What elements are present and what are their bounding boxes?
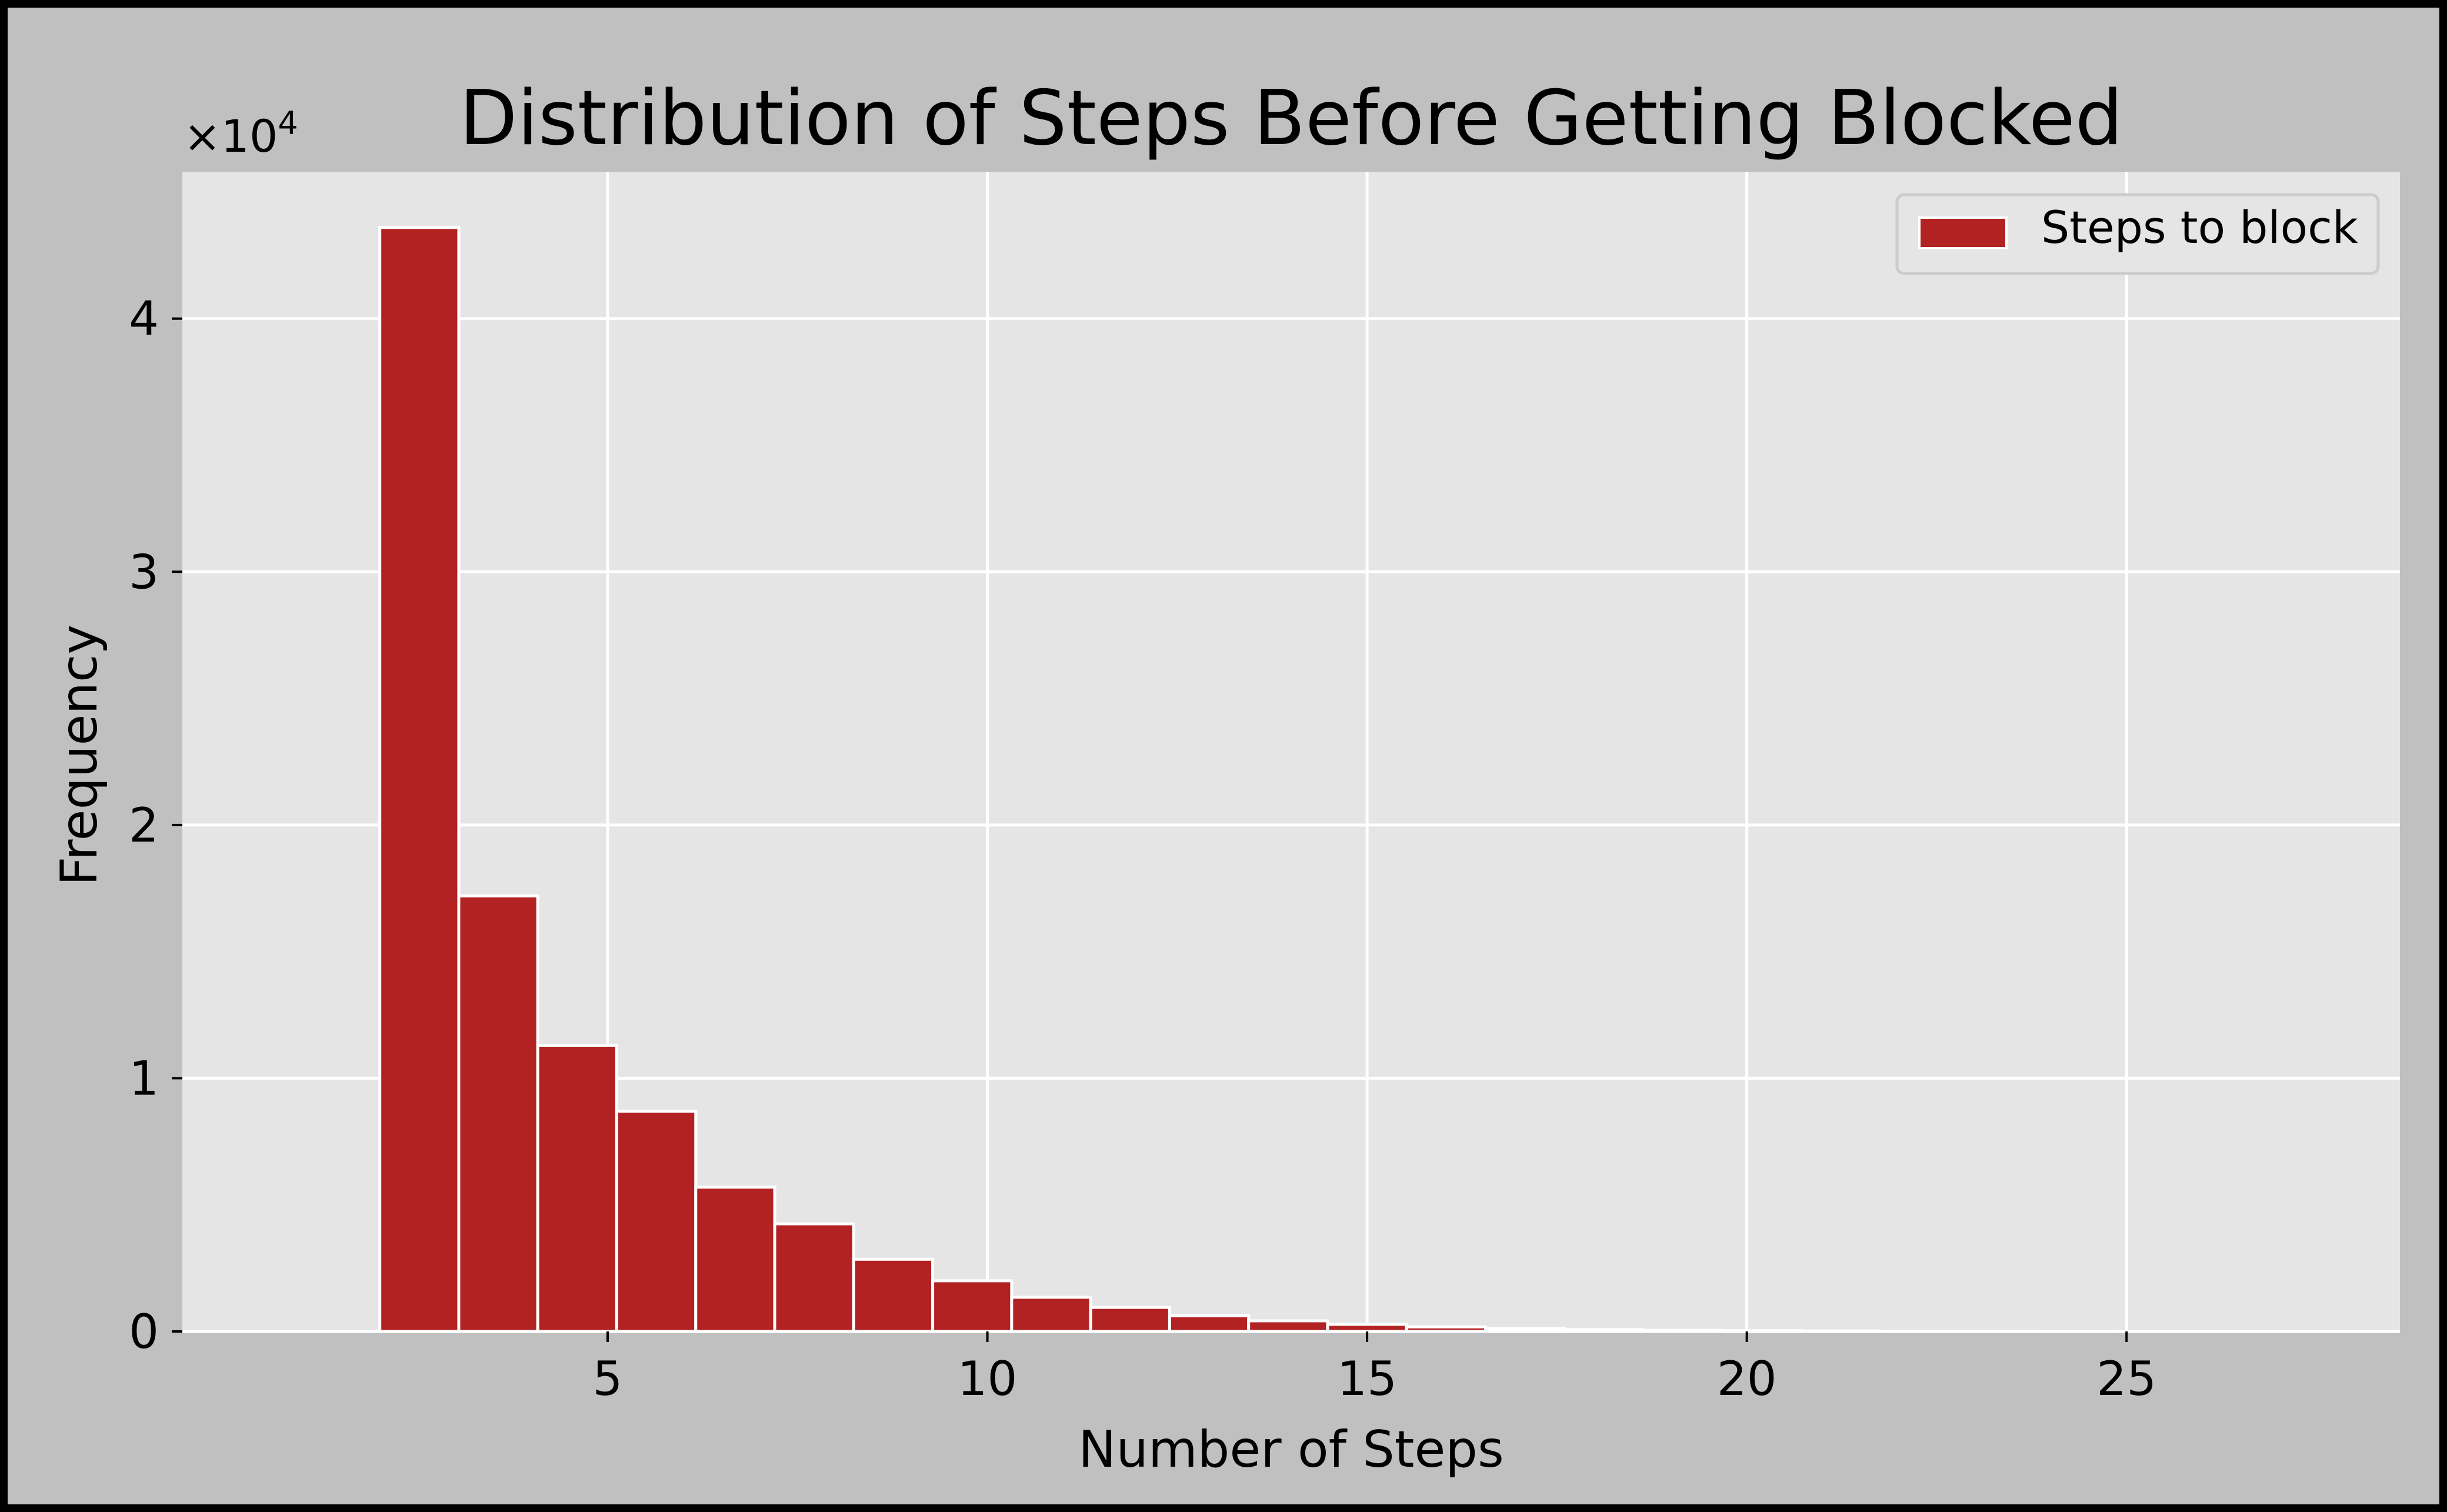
histogram-bar (615, 1109, 698, 1333)
legend-label: Steps to block (2041, 201, 2358, 253)
histogram-bar (1010, 1296, 1092, 1333)
histogram-bar (1563, 1328, 1645, 1333)
chart-title: Distribution of Steps Before Getting Blo… (459, 75, 2123, 162)
y-tick-label: 4 (129, 292, 159, 346)
y-axis-multiplier: ×104 (184, 105, 298, 162)
histogram-bar (694, 1186, 776, 1333)
legend: Steps to block (1895, 193, 2380, 275)
x-tick-label: 25 (2096, 1351, 2156, 1406)
histogram-bar (1405, 1325, 1488, 1333)
y-tick-label: 1 (129, 1051, 159, 1106)
y-axis-multiplier-exponent: 4 (278, 105, 298, 142)
x-tick-label: 10 (958, 1351, 1018, 1406)
x-tick-label: 5 (593, 1351, 623, 1406)
x-tick-label: 20 (1717, 1351, 1777, 1406)
axis-ticks: 5 10 15 20 25 0 1 2 3 4 (129, 292, 2156, 1406)
histogram-chart: 5 10 15 20 25 0 1 2 3 4 Distribution of Steps Bef… (50, 75, 2400, 1479)
histogram-bar (1326, 1323, 1408, 1333)
histogram-bar (1484, 1327, 1566, 1333)
histogram-bar (773, 1222, 855, 1333)
y-axis-multiplier-base: ×10 (184, 110, 278, 162)
y-tick-label: 3 (129, 545, 159, 599)
histogram-bar (931, 1279, 1014, 1333)
histogram-bar (378, 226, 461, 1333)
x-tick-label: 15 (1337, 1351, 1397, 1406)
x-axis-label: Number of Steps (1078, 1420, 1504, 1479)
histogram-bars (378, 226, 2356, 1333)
legend-swatch (1918, 216, 2008, 249)
y-axis-label: Frequency (50, 625, 109, 886)
legend-box (1895, 193, 2380, 275)
y-tick-label: 0 (129, 1304, 159, 1359)
histogram-bar (536, 1043, 619, 1333)
histogram-bar (457, 894, 539, 1333)
histogram-bar (1247, 1319, 1329, 1333)
histogram-bar (852, 1257, 935, 1333)
histogram-bar (1089, 1306, 1171, 1333)
histogram-bar (1642, 1329, 1724, 1333)
y-tick-label: 2 (129, 798, 159, 853)
histogram-bar (1168, 1314, 1251, 1333)
